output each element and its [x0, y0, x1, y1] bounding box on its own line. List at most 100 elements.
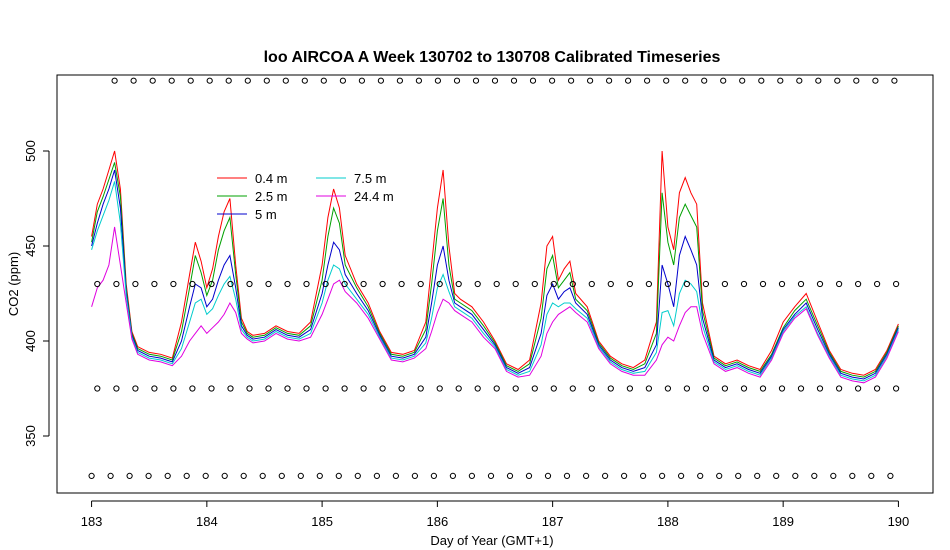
marker-point	[720, 77, 727, 84]
marker-point	[759, 385, 767, 392]
marker-point	[227, 280, 234, 288]
marker-point	[320, 77, 327, 84]
marker-point	[341, 280, 348, 288]
marker-point	[379, 385, 386, 392]
marker-point	[145, 472, 152, 479]
y-axis: 350 400 450 500	[23, 140, 50, 447]
marker-point	[512, 280, 519, 288]
marker-point	[759, 280, 767, 288]
marker-point	[284, 280, 291, 288]
marker-point	[474, 280, 481, 288]
marker-point	[411, 472, 418, 479]
marker-point	[392, 472, 399, 479]
marker-point	[874, 385, 881, 392]
marker-point	[683, 385, 691, 392]
marker-point	[721, 280, 729, 288]
marker-point	[358, 77, 365, 84]
marker-point	[739, 77, 746, 84]
marker-point	[265, 385, 272, 392]
marker-point	[170, 280, 177, 288]
marker-point	[189, 385, 196, 392]
marker-point	[778, 280, 786, 288]
marker-point	[868, 472, 875, 479]
marker-point	[816, 280, 824, 288]
marker-point	[434, 77, 441, 84]
marker-point	[644, 77, 651, 84]
marker-point	[263, 77, 270, 84]
marker-point	[792, 472, 799, 479]
series-line-2	[91, 162, 899, 378]
series-line-1	[91, 150, 899, 376]
marker-point	[187, 77, 194, 84]
marker-point	[836, 385, 843, 392]
marker-point	[225, 77, 232, 84]
marker-point	[874, 280, 881, 288]
marker-point	[754, 472, 761, 479]
marker-point	[335, 472, 342, 479]
marker-point	[626, 280, 634, 288]
marker-point	[855, 280, 862, 288]
marker-point	[701, 77, 708, 84]
marker-point	[151, 385, 158, 392]
marker-point	[664, 385, 672, 392]
marker-point	[645, 280, 653, 288]
marker-point	[891, 77, 898, 84]
marker-point	[377, 77, 384, 84]
marker-point	[493, 385, 500, 392]
marker-point	[491, 77, 499, 84]
chart-title: loo AIRCOA A Week 130702 to 130708 Calib…	[264, 49, 721, 66]
marker-point	[796, 77, 803, 84]
marker-point	[683, 280, 691, 288]
marker-point	[282, 77, 289, 84]
marker-point	[893, 280, 900, 288]
marker-point	[663, 77, 670, 84]
marker-point	[398, 280, 405, 288]
marker-point	[740, 280, 748, 288]
marker-point	[111, 77, 118, 84]
series-line-3	[91, 169, 899, 380]
marker-point	[893, 385, 900, 392]
marker-point	[354, 472, 361, 479]
marker-point	[855, 385, 862, 392]
marker-point	[797, 280, 805, 288]
marker-point	[645, 385, 653, 392]
marker-point	[151, 280, 158, 288]
marker-point	[303, 385, 310, 392]
marker-point	[246, 385, 253, 392]
marker-point	[853, 77, 860, 84]
x-tick-label: 185	[311, 514, 333, 529]
marker-point	[113, 385, 120, 392]
marker-point	[417, 385, 424, 392]
y-axis-label: CO2 (ppm)	[6, 252, 21, 316]
marker-point	[682, 77, 689, 84]
marker-point	[189, 280, 196, 288]
marker-point	[740, 385, 748, 392]
marker-point	[436, 385, 443, 392]
marker-point	[640, 472, 647, 479]
marker-point	[379, 280, 386, 288]
marker-point	[208, 385, 215, 392]
legend-label: 2.5 m	[255, 189, 288, 204]
legend-label: 0.4 m	[255, 171, 288, 186]
x-axis: 183 184 185 186 187 188 189 190	[81, 500, 909, 529]
marker-point	[602, 472, 609, 479]
marker-point	[396, 77, 403, 84]
marker-point	[453, 77, 461, 84]
marker-point	[113, 280, 120, 288]
marker-point	[588, 280, 595, 288]
marker-point	[168, 77, 175, 84]
marker-point	[659, 472, 666, 479]
marker-point	[472, 77, 480, 84]
marker-point	[468, 472, 475, 479]
marker-point	[246, 280, 253, 288]
marker-point	[569, 385, 576, 392]
marker-point	[316, 472, 323, 479]
marker-point	[88, 472, 95, 479]
marker-point	[778, 385, 786, 392]
marker-point	[797, 385, 805, 392]
marker-point	[550, 385, 557, 392]
series-line-4	[91, 181, 899, 382]
marker-point	[887, 472, 894, 479]
marker-point	[164, 472, 171, 479]
